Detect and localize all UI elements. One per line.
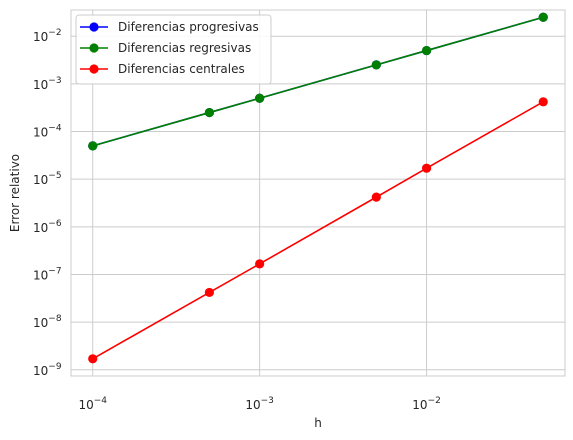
series-line-diferencias-regresivas <box>92 16 544 147</box>
x-tick-exponent: −4 <box>94 396 108 406</box>
x-tick-base: 10 <box>78 398 93 412</box>
y-tick-label: 10−4 <box>33 124 62 140</box>
y-tick-exponent: −6 <box>48 219 62 229</box>
legend-label: Diferencias regresivas <box>118 41 251 55</box>
data-point <box>204 287 215 298</box>
x-tick-label: 10−3 <box>245 396 274 412</box>
y-tick-label: 10−6 <box>33 219 62 235</box>
y-tick-base: 10 <box>33 316 48 330</box>
series-group <box>88 12 548 364</box>
y-tick-base: 10 <box>33 30 48 44</box>
data-point <box>88 354 98 364</box>
legend-box <box>75 14 272 85</box>
legend-item: Diferencias regresivas <box>80 41 251 55</box>
y-tick-base: 10 <box>33 268 48 282</box>
data-point <box>421 45 432 56</box>
x-tick-label: 10−2 <box>412 396 441 412</box>
data-point <box>421 163 432 173</box>
y-tick-exponent: −3 <box>48 76 61 86</box>
data-point <box>255 93 265 103</box>
y-tick-label: 10−9 <box>33 362 62 378</box>
y-tick-base: 10 <box>33 78 48 92</box>
x-tick-labels: 10−4 10−3 10−2 <box>78 396 440 412</box>
y-tick-label: 10−8 <box>33 314 62 330</box>
data-point <box>371 192 381 202</box>
y-tick-base: 10 <box>33 364 48 378</box>
x-tick-label: 10−4 <box>78 396 107 412</box>
x-axis-label: h <box>314 416 322 430</box>
x-tick-exponent: −2 <box>428 396 441 406</box>
data-point <box>538 12 548 22</box>
y-tick-base: 10 <box>33 126 48 140</box>
y-tick-exponent: −8 <box>48 314 62 324</box>
y-tick-base: 10 <box>33 173 48 187</box>
y-tick-label: 10−5 <box>33 171 62 187</box>
y-tick-exponent: −5 <box>48 171 61 181</box>
series-diferencias-centrales <box>88 97 548 364</box>
data-point <box>255 259 265 269</box>
legend-label: Diferencias centrales <box>118 62 245 76</box>
data-point <box>204 107 215 118</box>
y-tick-exponent: −2 <box>48 28 61 38</box>
data-point <box>88 141 98 151</box>
y-tick-exponent: −9 <box>48 362 62 372</box>
x-tick-base: 10 <box>245 398 260 412</box>
legend: Diferencias progresivas Diferencias regre… <box>75 14 272 85</box>
y-tick-base: 10 <box>33 221 48 235</box>
data-point <box>371 60 381 70</box>
series-line-diferencias-centrales <box>92 101 544 360</box>
y-tick-label: 10−2 <box>33 28 62 44</box>
legend-swatch-marker <box>89 64 99 74</box>
legend-item: Diferencias progresivas <box>80 20 259 34</box>
data-point <box>538 97 548 107</box>
x-tick-base: 10 <box>412 398 427 412</box>
y-axis-label: Error relativo <box>8 154 22 232</box>
legend-swatch-marker <box>89 43 99 53</box>
y-tick-exponent: −7 <box>48 266 61 276</box>
series-diferencias-regresivas <box>88 12 548 151</box>
y-tick-exponent: −4 <box>48 124 62 134</box>
y-tick-labels: 10−910−810−710−610−510−410−310−2 <box>33 28 62 378</box>
y-tick-label: 10−7 <box>33 266 62 282</box>
legend-item: Diferencias centrales <box>80 62 245 76</box>
x-tick-exponent: −3 <box>261 396 274 406</box>
legend-label: Diferencias progresivas <box>118 20 259 34</box>
legend-swatch-marker <box>89 22 99 32</box>
y-tick-label: 10−3 <box>33 76 62 92</box>
